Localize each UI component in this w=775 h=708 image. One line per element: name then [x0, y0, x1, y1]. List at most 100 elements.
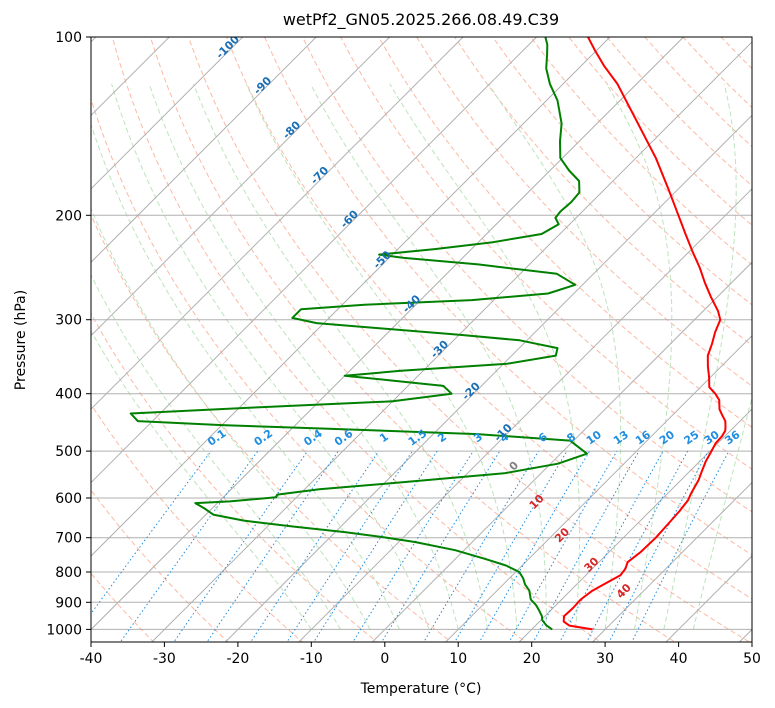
x-tick-label: 40 — [670, 651, 688, 667]
dry-adiabat-line — [733, 10, 775, 654]
isotherm-line — [91, 37, 391, 337]
dry-adiabat-line — [225, 37, 752, 600]
mixing-ratio-label: 0.2 — [252, 427, 275, 449]
dry-adiabat-line — [770, 10, 775, 654]
y-tick-label: 500 — [55, 444, 82, 460]
x-tick-label: -10 — [300, 651, 323, 667]
x-tick-label: -40 — [80, 651, 103, 667]
moist-adiabat-line — [245, 83, 518, 630]
x-tick-label: 20 — [523, 651, 541, 667]
mixing-ratio-label: 0.4 — [301, 427, 325, 449]
x-tick-label: 50 — [743, 651, 761, 667]
adiabat-lines — [91, 10, 775, 654]
x-tick-label: -20 — [226, 651, 249, 667]
isotherm-line — [91, 37, 317, 263]
dry-adiabat-line — [416, 37, 752, 387]
isotherm-line — [91, 37, 244, 190]
adiabat-label: -70 — [308, 164, 331, 187]
mixing-ratio-line — [478, 450, 591, 642]
isopleth-labels: 0.1 0.2 0.4 0.6 1 1.5 2 3 4 6 8 10 13 16 20 25 30 36-100-… — [205, 37, 742, 601]
mixing-ratio-label: 30 — [702, 428, 722, 448]
mixing-ratio-label: 1 — [377, 430, 391, 445]
moist-adiabat-line — [389, 83, 581, 630]
adiabat-label: -60 — [338, 207, 361, 230]
dry-adiabat-line — [301, 37, 752, 513]
chart-title: wetPf2_GN05.2025.266.08.49.C39 — [283, 10, 559, 30]
dry-adiabat-line — [91, 403, 304, 642]
adiabat-label: -50 — [371, 248, 394, 271]
isotherm-line — [91, 37, 171, 117]
mixing-ratio-line — [559, 450, 664, 642]
isotherm-line — [224, 114, 752, 642]
y-tick-label: 100 — [55, 30, 82, 46]
dry-adiabat-line — [568, 37, 752, 226]
mixing-ratio-line — [206, 450, 339, 642]
mixing-ratio-line — [250, 450, 380, 642]
y-tick-label: 300 — [55, 313, 82, 329]
x-tick-label: -30 — [153, 651, 176, 667]
dry-adiabat-line — [263, 37, 752, 556]
isotherm-line — [371, 261, 752, 642]
plot-frame — [90, 36, 753, 643]
mixing-ratio-line — [173, 450, 309, 642]
adiabat-label: -10 — [492, 421, 515, 444]
dry-adiabat-line — [454, 37, 752, 346]
y-tick-label: 700 — [55, 531, 82, 547]
moist-adiabat-line — [111, 83, 430, 630]
isotherm-line — [91, 37, 685, 631]
moist-adiabat-line — [692, 395, 752, 630]
mixing-ratio-label: 16 — [633, 428, 653, 448]
dry-adiabat-line — [91, 489, 229, 642]
mixing-ratio-label: 13 — [611, 428, 631, 447]
mixing-ratio-line — [532, 450, 640, 642]
mixing-ratio-line — [454, 450, 568, 642]
dry-adiabat-line — [91, 572, 155, 642]
y-tick-label: 400 — [55, 387, 82, 403]
isobar-gridlines — [91, 37, 752, 630]
dry-adiabat-line — [720, 37, 752, 70]
isotherm-line — [91, 37, 611, 557]
moist-adiabat-label: 10 — [527, 492, 547, 512]
skewed-isotherm-gridlines — [91, 37, 752, 642]
moist-adiabat-line — [91, 273, 342, 630]
y-axis: 100 200 300 400 500 600 700 800 900 1000 — [46, 30, 91, 638]
moist-adiabat-line — [605, 83, 673, 630]
mixing-ratio-line — [352, 450, 474, 642]
mixing-ratio-label: 6 — [536, 430, 550, 445]
mixing-ratio-line — [423, 450, 539, 642]
mixing-ratio-label: 10 — [584, 428, 604, 448]
moist-adiabat-label: 40 — [614, 581, 634, 601]
adiabat-label: -40 — [400, 292, 423, 315]
adiabat-label: -90 — [251, 74, 274, 97]
y-tick-label: 600 — [55, 491, 82, 507]
mixing-ratio-line — [313, 450, 438, 642]
mixing-ratio-line — [286, 450, 413, 642]
isotherm-line — [444, 334, 752, 642]
isotherm-line — [591, 481, 752, 642]
isotherm-line — [91, 37, 464, 410]
moist-adiabat-line — [663, 83, 737, 630]
dry-adiabat-line — [91, 312, 378, 642]
dewpoint-profile-line — [129, 37, 588, 631]
adiabat-label: -30 — [428, 338, 451, 361]
moist-adiabat-label: 20 — [552, 525, 572, 545]
mixing-ratio-label: 1.5 — [406, 427, 429, 449]
y-tick-label: 900 — [55, 595, 82, 611]
moist-adiabat-line — [91, 122, 400, 630]
mixing-ratio-line — [119, 450, 259, 642]
y-tick-label: 800 — [55, 565, 82, 581]
moist-adiabat-line — [91, 329, 312, 630]
x-axis: -40 -30 -20 -10 0 10 20 30 40 50 — [80, 642, 761, 667]
mixing-ratio-label: 20 — [657, 428, 677, 448]
moist-adiabat-line — [148, 83, 459, 630]
isotherm-line — [298, 188, 752, 642]
temperature-profile-line — [562, 37, 727, 631]
dry-adiabat-line — [340, 37, 752, 470]
sounding-profiles — [129, 37, 727, 631]
dry-adiabat-line — [111, 37, 602, 642]
isotherm-line — [518, 408, 752, 642]
y-axis-label: Pressure (hPa) — [13, 290, 29, 390]
moist-adiabat-line — [310, 83, 547, 630]
x-tick-label: 0 — [380, 651, 389, 667]
